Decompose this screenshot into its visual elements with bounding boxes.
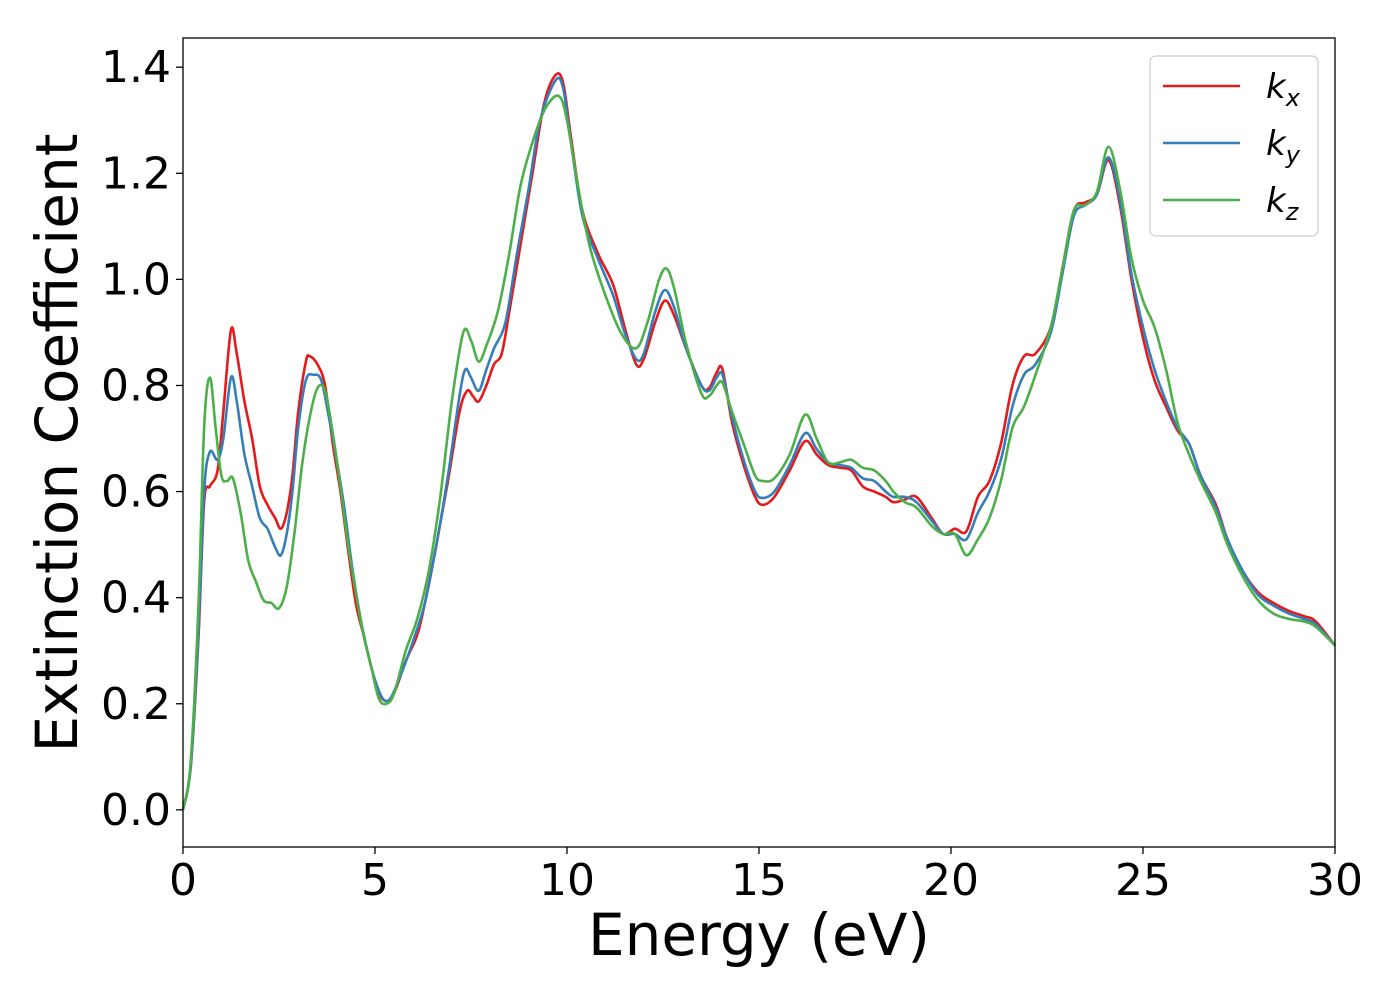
y-tick-label: 1.0 xyxy=(101,254,171,305)
y-axis-label: Extinction Coefficient xyxy=(23,134,91,753)
y-tick-label: 0.0 xyxy=(101,785,171,836)
y-tick-label: 0.4 xyxy=(101,573,171,624)
y-tick-label: 0.6 xyxy=(101,467,171,518)
x-tick-label: 15 xyxy=(731,855,787,906)
y-tick-label: 1.4 xyxy=(101,42,171,93)
x-tick-label: 10 xyxy=(539,855,595,906)
series-line-kx xyxy=(181,72,1337,811)
legend-label-kz: kz xyxy=(1266,181,1300,226)
tick-layer: 0 5 10 15 20 25 30 0.0 0.2 0.4 0.6 0.8 1.0 1.2 1.4 xyxy=(101,42,1363,906)
y-tick-label: 0.2 xyxy=(101,679,171,730)
legend: kx ky kz xyxy=(1149,55,1319,237)
x-tick-label: 5 xyxy=(361,855,389,906)
series-layer xyxy=(181,72,1337,811)
x-tick-label: 0 xyxy=(169,855,197,906)
x-tick-label: 25 xyxy=(1115,855,1171,906)
series-line-kz xyxy=(181,94,1336,811)
legend-label-kx: kx xyxy=(1266,67,1301,112)
legend-box xyxy=(1149,55,1319,237)
x-axis-label: Energy (eV) xyxy=(588,901,930,969)
y-tick-label: 1.2 xyxy=(101,148,171,199)
y-tick-label: 0.8 xyxy=(101,360,171,411)
x-tick-label: 20 xyxy=(923,855,979,906)
legend-label-ky: ky xyxy=(1266,124,1301,169)
x-tick-label: 30 xyxy=(1307,855,1363,906)
